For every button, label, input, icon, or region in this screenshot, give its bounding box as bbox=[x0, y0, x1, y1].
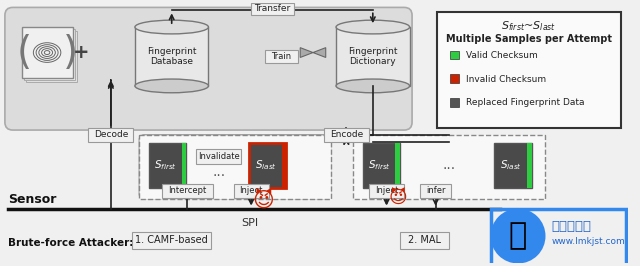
Text: $S_{first}$: $S_{first}$ bbox=[154, 159, 177, 172]
Text: +: + bbox=[73, 43, 90, 62]
FancyBboxPatch shape bbox=[140, 135, 331, 199]
Text: Sensor: Sensor bbox=[8, 193, 56, 206]
Text: 2. MAL: 2. MAL bbox=[408, 235, 442, 246]
Bar bbox=[132, 232, 211, 249]
Bar bbox=[135, 27, 209, 86]
Bar bbox=[400, 232, 449, 249]
Text: Transfer: Transfer bbox=[254, 5, 291, 13]
Bar bbox=[451, 74, 459, 83]
Ellipse shape bbox=[336, 79, 410, 93]
Bar bbox=[451, 51, 459, 59]
Text: ...: ... bbox=[212, 165, 225, 179]
Bar bbox=[336, 27, 410, 86]
Bar bbox=[251, 2, 294, 15]
Bar bbox=[396, 143, 400, 188]
Text: infer: infer bbox=[426, 186, 445, 196]
Bar bbox=[140, 135, 331, 199]
Text: Fingerprint
Database: Fingerprint Database bbox=[147, 47, 196, 66]
Bar bbox=[420, 184, 451, 198]
Bar bbox=[26, 31, 77, 82]
Bar bbox=[495, 143, 532, 188]
Text: ...: ... bbox=[442, 158, 456, 172]
Bar bbox=[22, 27, 72, 78]
Text: Train: Train bbox=[271, 52, 292, 61]
Bar bbox=[436, 12, 621, 128]
Text: $\mathit{S_{first}}$~$\mathit{S_{last}}$: $\mathit{S_{first}}$~$\mathit{S_{last}}$ bbox=[501, 19, 556, 33]
Bar bbox=[527, 143, 532, 188]
Text: 🤖: 🤖 bbox=[509, 222, 527, 251]
Bar bbox=[24, 29, 75, 80]
Bar bbox=[234, 184, 269, 198]
Text: 😈: 😈 bbox=[252, 190, 274, 211]
Text: 蓝莓安卓网: 蓝莓安卓网 bbox=[552, 220, 591, 233]
Text: Encode: Encode bbox=[330, 130, 363, 139]
Text: Multiple Samples per Attempt: Multiple Samples per Attempt bbox=[446, 34, 612, 44]
Text: 😈: 😈 bbox=[389, 190, 408, 208]
Bar bbox=[182, 143, 186, 188]
Text: Decode: Decode bbox=[93, 130, 128, 139]
Text: Intercept: Intercept bbox=[168, 186, 207, 196]
Circle shape bbox=[490, 209, 545, 264]
Text: Fingerprint
Dictionary: Fingerprint Dictionary bbox=[348, 47, 397, 66]
Text: Invalid Checksum: Invalid Checksum bbox=[466, 74, 546, 84]
Text: SPI: SPI bbox=[242, 218, 259, 228]
Text: Invalidate: Invalidate bbox=[198, 152, 239, 161]
Text: Inject: Inject bbox=[239, 186, 263, 196]
Ellipse shape bbox=[336, 20, 410, 34]
Text: Brute-force Attacker:: Brute-force Attacker: bbox=[8, 238, 133, 248]
Bar bbox=[196, 149, 241, 164]
Ellipse shape bbox=[135, 20, 209, 34]
Bar bbox=[149, 143, 186, 188]
Text: $S_{first}$: $S_{first}$ bbox=[368, 159, 391, 172]
Bar bbox=[88, 128, 133, 142]
Bar bbox=[282, 143, 287, 188]
Bar bbox=[249, 143, 287, 188]
Text: ): ) bbox=[63, 34, 78, 72]
Bar bbox=[162, 184, 213, 198]
Text: (: ( bbox=[17, 34, 32, 72]
Bar bbox=[369, 184, 404, 198]
Text: $S_{last}$: $S_{last}$ bbox=[255, 159, 277, 172]
Text: www.lmkjst.com: www.lmkjst.com bbox=[552, 237, 625, 246]
Text: Replaced Fingerprint Data: Replaced Fingerprint Data bbox=[466, 98, 584, 107]
Bar bbox=[353, 135, 545, 199]
Bar bbox=[363, 143, 400, 188]
Bar bbox=[265, 49, 298, 63]
FancyBboxPatch shape bbox=[5, 7, 412, 130]
Text: Inject: Inject bbox=[375, 186, 398, 196]
Bar bbox=[451, 98, 459, 106]
Polygon shape bbox=[300, 48, 326, 57]
Ellipse shape bbox=[135, 79, 209, 93]
Bar bbox=[324, 128, 369, 142]
Text: Valid Checksum: Valid Checksum bbox=[466, 51, 538, 60]
Text: 1. CAMF-based: 1. CAMF-based bbox=[135, 235, 208, 246]
Bar bbox=[490, 209, 626, 265]
Text: $S_{last}$: $S_{last}$ bbox=[500, 159, 522, 172]
